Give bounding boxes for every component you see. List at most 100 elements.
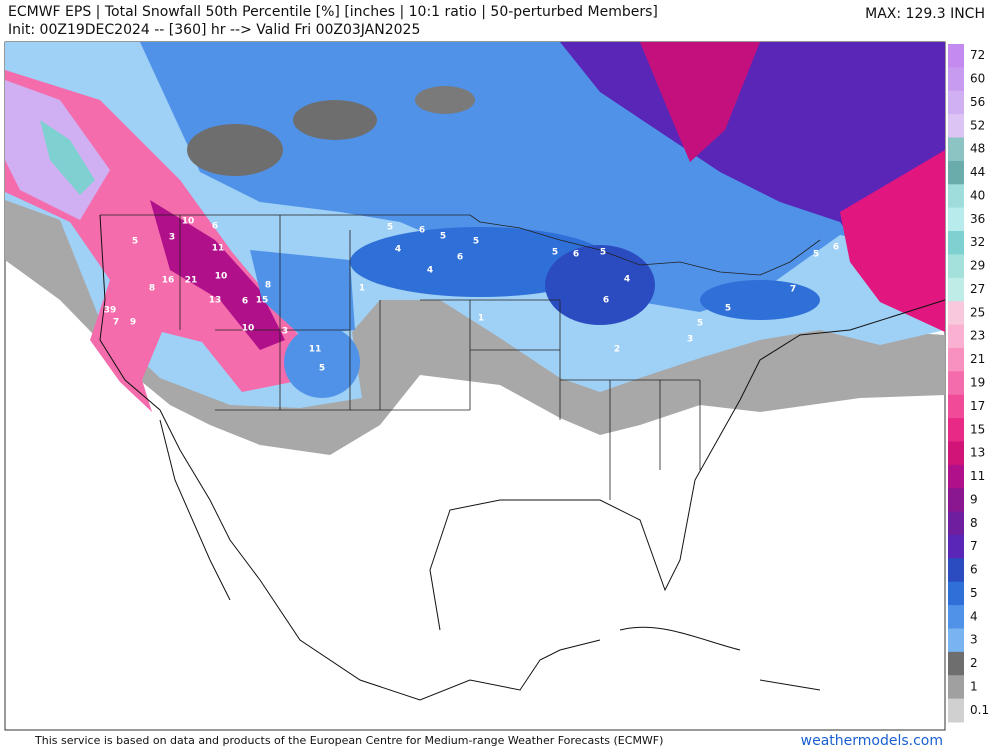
legend-swatch (948, 605, 964, 629)
legend-label: 48 (970, 142, 985, 156)
snow-dark-blue (545, 245, 655, 325)
legend-label: 2 (970, 656, 978, 670)
legend-swatch (948, 207, 964, 232)
legend-swatch (948, 347, 964, 372)
map-value-label: 6 (603, 296, 609, 306)
state-borders (179, 215, 701, 500)
map-value-label: 9 (130, 318, 136, 328)
map-value-label: 5 (813, 250, 819, 260)
snow-blue (700, 280, 820, 320)
map-value-label: 6 (242, 297, 248, 307)
map-value-label: 5 (387, 223, 393, 233)
snow-pink (840, 150, 945, 332)
map-value-label: 5 (132, 237, 138, 247)
map-value-label: 6 (212, 222, 218, 232)
snow-blue (284, 326, 360, 398)
legend-swatch (948, 698, 964, 723)
map-value-label: 10 (242, 324, 255, 334)
map-value-label: 39 (104, 306, 117, 316)
legend-label: 32 (970, 235, 985, 249)
legend-swatch (948, 418, 964, 442)
coastline (99, 214, 946, 701)
map-value-label: 3 (687, 335, 693, 345)
coastline (159, 419, 821, 691)
legend-label: 60 (970, 72, 985, 86)
legend-label: 44 (970, 165, 985, 179)
legend-label: 0.1 (970, 703, 989, 717)
legend-label: 52 (970, 118, 985, 132)
map-value-label: 7 (790, 285, 796, 295)
legend-label: 19 (970, 376, 985, 390)
legend-swatch (948, 464, 964, 489)
legend-swatch (948, 301, 964, 326)
legend-label: 29 (970, 259, 985, 273)
legend-label: 1 (970, 679, 978, 693)
legend-swatch (948, 675, 964, 700)
map-value-label: 21 (185, 276, 198, 286)
map-value-label: 4 (395, 245, 401, 255)
map-value-label: 7 (113, 318, 119, 328)
legend-label: 25 (970, 305, 985, 319)
site-link[interactable]: weathermodels.com (801, 733, 943, 749)
legend-swatch (948, 628, 964, 653)
legend-swatch (948, 44, 964, 68)
legend-label: 15 (970, 422, 985, 436)
init-line: Init: 00Z19DEC2024 -- [360] hr --> Valid… (8, 22, 420, 38)
legend-swatch (948, 511, 964, 536)
legend-swatch (948, 67, 964, 92)
legend-label: 23 (970, 329, 985, 343)
map-value-label: 11 (212, 244, 225, 254)
map-value-label: 16 (162, 276, 175, 286)
map-value-label: 6 (833, 243, 839, 253)
snow-magenta (150, 200, 285, 350)
legend-label: 5 (970, 586, 978, 600)
legend-label: 11 (970, 469, 985, 483)
map-value-label: 1 (478, 314, 484, 324)
map-value-label: 5 (600, 248, 606, 258)
map-value-label: 6 (457, 253, 463, 263)
snow-purple (560, 42, 945, 300)
map-value-label: 1 (359, 284, 365, 294)
color-legend: 7260565248444036322927252321191715131198… (948, 44, 989, 723)
legend-swatch (948, 324, 964, 349)
snow-blue (350, 227, 610, 297)
map-value-label: 2 (614, 345, 620, 355)
map-value-label: 5 (725, 304, 731, 314)
legend-label: 72 (970, 48, 985, 62)
map-value-label: 4 (624, 275, 630, 285)
map-value-label: 6 (573, 250, 579, 260)
legend-label: 27 (970, 282, 985, 296)
map-value-label: 10 (215, 272, 228, 282)
legend-label: 40 (970, 188, 985, 202)
legend-label: 7 (970, 539, 978, 553)
max-value: MAX: 129.3 INCH (865, 6, 985, 22)
snow-dark-gray (415, 86, 475, 114)
legend-swatch (948, 114, 964, 139)
legend-swatch (948, 651, 964, 676)
legend-swatch (948, 184, 964, 209)
legend-swatch (948, 394, 964, 419)
snow-dark-gray (187, 124, 283, 176)
map-value-label: 11 (309, 345, 322, 355)
legend-swatch (948, 581, 964, 606)
title: ECMWF EPS | Total Snowfall 50th Percenti… (8, 4, 658, 20)
legend-label: 36 (970, 212, 985, 226)
border-line (100, 214, 821, 276)
map-value-label: 13 (209, 296, 222, 306)
map-value-label: 8 (149, 284, 155, 294)
legend-swatch (948, 534, 964, 559)
snow-blue (250, 250, 355, 335)
legend-swatch (948, 90, 964, 115)
legend-label: 4 (970, 609, 978, 623)
legend-swatch (948, 558, 964, 583)
legend-swatch (948, 371, 964, 396)
legend-swatch (948, 441, 964, 466)
snow-magenta (640, 42, 760, 162)
legend-label: 9 (970, 492, 978, 506)
legend-label: 21 (970, 352, 985, 366)
snow-dark-gray (293, 100, 377, 140)
map-value-label: 6 (419, 226, 425, 236)
legend-label: 3 (970, 633, 978, 647)
